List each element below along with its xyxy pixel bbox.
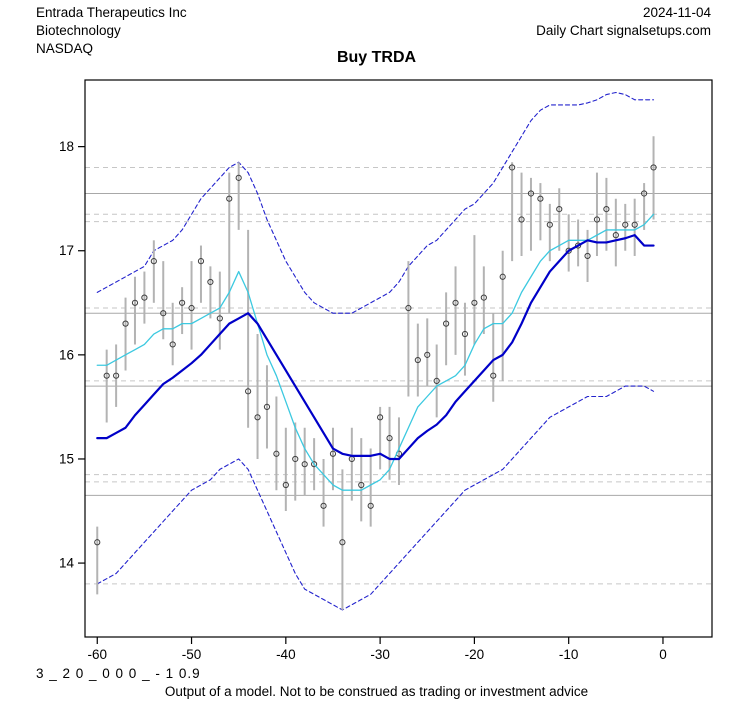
company-name: Entrada Therapeutics Inc [36,5,187,20]
x-axis-tick-label: -60 [87,647,107,662]
close-price-marker [565,247,572,254]
close-price-marker [499,273,506,280]
chart-date: 2024-11-04 [642,5,711,20]
close-price-marker [405,304,412,312]
close-price-marker [593,216,601,223]
close-price-marker [584,252,591,260]
close-price-marker [113,372,120,379]
close-price-marker [490,372,497,379]
y-axis-tick-label: 16 [59,347,74,362]
upper-band-line [96,91,655,314]
close-price-marker [358,481,365,489]
disclaimer-text: Output of a model. Not to be construed a… [164,684,589,699]
close-price-marker [273,450,280,457]
slow-ma-line [96,234,655,461]
close-price-marker [122,320,129,327]
close-price-marker [245,388,252,395]
close-price-marker [537,195,544,202]
instrument-info: Entrada Therapeutics Inc Biotechnology N… [36,4,187,58]
close-price-marker [263,403,271,411]
close-price-marker [320,502,327,509]
close-price-marker [622,221,629,228]
y-axis-tick-label: 14 [59,556,75,571]
close-price-marker [546,221,553,228]
close-price-marker [141,294,148,301]
close-price-marker [367,502,374,509]
y-axis-tick-label: 18 [59,139,74,154]
close-price-marker [527,190,535,197]
close-price-marker [160,310,167,317]
close-price-marker [452,299,459,306]
close-price-marker [461,330,469,338]
close-price-marker [471,299,478,306]
x-axis-tick-label: -20 [465,647,485,662]
close-price-marker [216,315,223,322]
plot-frame [84,79,713,638]
close-price-marker [424,351,431,358]
exchange-name: NASDAQ [36,41,94,56]
close-price-marker [254,414,261,421]
close-price-marker [94,539,101,546]
close-price-marker [650,164,657,171]
close-price-marker [631,221,638,228]
signal-title: Buy TRDA [336,49,417,66]
close-price-marker [235,174,242,181]
close-price-marker [339,539,346,546]
x-axis-tick-label: -30 [370,647,390,662]
close-price-marker [282,481,289,489]
chart-meta: 2024-11-04 Daily Chart signalsetups.com [536,4,711,40]
x-axis-tick-label: -40 [276,647,296,662]
close-price-marker [311,461,318,468]
close-price-marker [131,299,139,306]
close-price-marker [377,414,384,421]
x-axis-tick-label: -50 [182,647,202,662]
close-price-marker [386,435,393,442]
x-axis-tick-label: -10 [559,647,579,662]
close-price-marker [603,205,610,213]
close-price-marker [414,356,421,364]
close-price-marker [103,372,110,379]
close-price-marker [169,341,176,348]
sector-name: Biotechnology [36,23,121,38]
close-price-marker [301,461,308,468]
lower-band-line [96,385,655,611]
model-parameters: 3 _ 2 0 _ 0 0 0 _ - 1 0.9 [36,666,201,681]
close-price-marker [443,320,450,327]
close-price-marker [575,242,582,249]
close-price-marker [433,377,440,384]
close-price-marker [329,450,337,457]
y-axis-tick-label: 17 [59,243,74,258]
close-price-marker [197,258,205,265]
close-price-marker [518,216,525,223]
close-price-marker [188,304,195,312]
fast-ma-line [96,213,655,491]
close-price-marker [292,455,299,463]
close-price-marker [612,232,619,239]
close-price-marker [150,258,157,265]
close-price-marker [641,190,648,197]
close-price-marker [226,195,233,202]
y-axis-tick-label: 15 [59,451,74,466]
x-axis-tick-label: 0 [659,647,667,662]
close-price-marker [179,299,186,306]
close-price-marker [509,164,516,171]
chart-type-source: Daily Chart signalsetups.com [536,23,711,38]
close-price-marker [480,294,487,301]
close-price-marker [556,205,563,213]
close-price-marker [207,278,214,286]
